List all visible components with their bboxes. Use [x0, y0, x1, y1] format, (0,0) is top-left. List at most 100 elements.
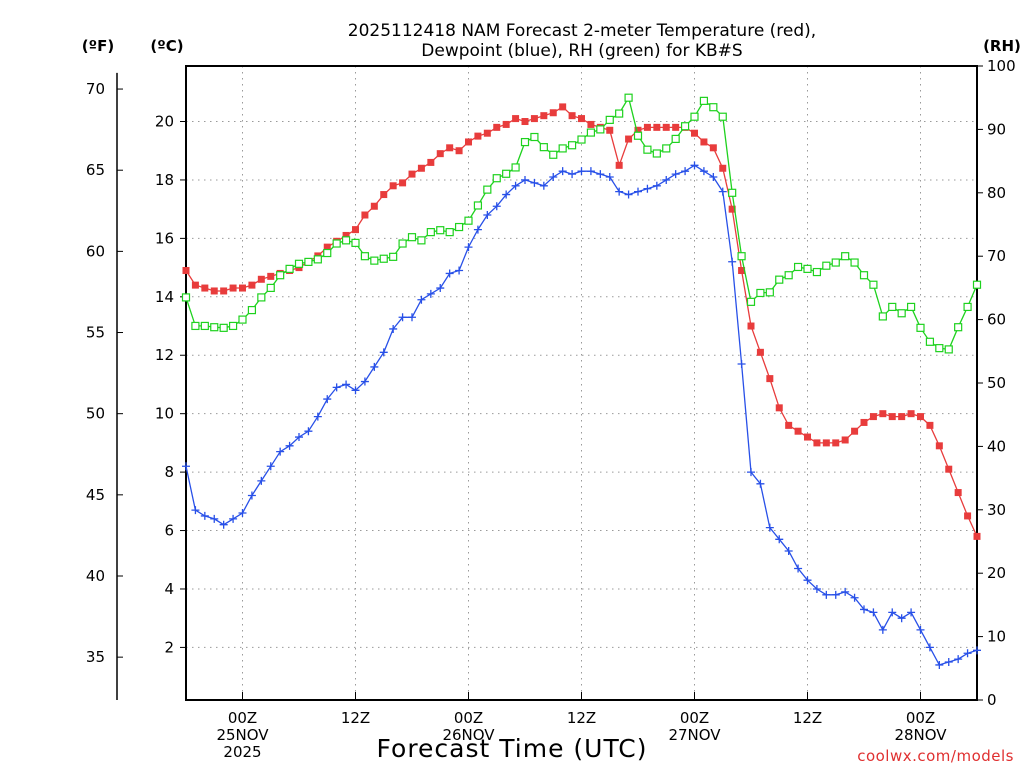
dewpoint-point — [389, 324, 398, 333]
dewpoint-point — [822, 590, 831, 599]
temperature-point — [879, 410, 887, 418]
dewpoint-point — [360, 377, 369, 386]
rh-point — [407, 233, 417, 242]
time-tick-label: 28NOV — [894, 726, 947, 744]
dewpoint-point — [784, 546, 793, 555]
dewpoint-point — [210, 514, 219, 523]
series-plus — [182, 161, 981, 669]
time-tick-label: 27NOV — [668, 726, 721, 744]
temperature-point — [191, 281, 199, 289]
temperature-point — [427, 158, 435, 166]
rh-point — [304, 257, 313, 267]
dewpoint-point — [530, 178, 539, 187]
temperature-point — [229, 284, 237, 292]
rh-point — [567, 141, 577, 150]
rh-point — [228, 321, 238, 331]
dewpoint-point — [671, 170, 680, 179]
rh-point — [389, 252, 398, 261]
rh-point — [370, 256, 379, 265]
rh-point — [586, 128, 596, 137]
rh-point — [916, 323, 925, 332]
rh-point — [643, 145, 652, 154]
rh-point — [925, 337, 935, 346]
dewpoint-point — [200, 511, 209, 520]
dewpoint-point — [464, 243, 473, 252]
rh-tick-label: 20 — [987, 564, 1006, 582]
credit-text: coolwx.com/models — [857, 747, 1014, 765]
temperature-point — [417, 164, 425, 172]
temperature-point — [408, 170, 416, 178]
dewpoint-point — [681, 167, 690, 176]
temperature-point — [248, 281, 256, 289]
dewpoint-point — [728, 257, 737, 266]
temperature-point — [662, 123, 670, 131]
temperature-point — [766, 375, 774, 383]
rh-tick-label: 10 — [987, 628, 1006, 646]
dewpoint-point — [756, 479, 765, 488]
dewpoint-point — [690, 161, 699, 170]
fahrenheit-tick-label: 70 — [86, 80, 105, 98]
rh-point — [313, 255, 322, 264]
fahrenheit-tick-label: 40 — [86, 567, 105, 585]
dewpoint-point — [831, 590, 840, 599]
rh-point — [549, 150, 558, 159]
fahrenheit-tick-label: 50 — [86, 405, 105, 423]
rh-point — [417, 236, 426, 245]
dewpoint-point — [963, 649, 972, 658]
chart-title-line-2: Dewpoint (blue), RH (green) for KB#S — [421, 41, 742, 61]
rh-point — [351, 238, 360, 247]
temperature-point — [615, 161, 623, 169]
rh-point — [492, 174, 501, 183]
axes: 2 4 6 8 10 12 14 16 18 20 35 40 45 50 55 60 65 70 0 10 20 30 4… — [86, 57, 1016, 761]
temperature-point — [869, 413, 877, 421]
rh-point — [737, 252, 746, 261]
rh-point — [200, 321, 209, 331]
dewpoint-point — [624, 190, 633, 199]
temperature-point — [323, 243, 331, 251]
rh-point — [944, 345, 953, 354]
dewpoint-point — [238, 509, 247, 518]
dewpoint-point — [313, 412, 322, 421]
dewpoint-point — [483, 211, 492, 220]
temperature-point — [455, 147, 463, 155]
temperature-point — [578, 115, 585, 123]
temperature-point — [465, 138, 472, 146]
temperature-point — [775, 404, 783, 412]
rh-tick-label: 40 — [987, 437, 1006, 455]
dewpoint-point — [370, 362, 379, 371]
dewpoint-point — [596, 170, 605, 179]
dewpoint-point — [379, 348, 388, 357]
temperature-point — [239, 284, 246, 292]
celsius-tick-label: 8 — [164, 463, 174, 481]
rh-point — [869, 280, 878, 289]
temperature-point — [389, 182, 397, 190]
rh-tick-label: 60 — [987, 311, 1006, 329]
rh-point — [888, 302, 897, 312]
dewpoint-point — [973, 646, 981, 655]
rh-point — [181, 293, 191, 302]
rh-point — [511, 163, 520, 172]
dewpoint-point — [426, 289, 435, 298]
dewpoint-point — [351, 386, 360, 395]
rh-point — [530, 132, 539, 142]
dewpoint-point — [794, 564, 803, 573]
dewpoint-point — [747, 468, 755, 477]
temperature-point — [540, 112, 548, 120]
dewpoint-point — [304, 427, 313, 436]
rh-point — [906, 302, 916, 312]
dewpoint-point — [775, 535, 784, 544]
rh-point — [859, 271, 869, 280]
rh-point — [294, 259, 304, 268]
dewpoint-point — [577, 167, 586, 176]
rh-point — [662, 144, 671, 153]
dewpoint-point — [605, 173, 614, 182]
time-tick-label: 26NOV — [442, 726, 495, 744]
temperature-point — [257, 275, 265, 283]
temperature-point — [747, 322, 755, 330]
rh-point — [596, 125, 605, 134]
dewpoint-point — [888, 608, 897, 617]
rh-point — [483, 185, 492, 194]
temperature-point — [954, 489, 962, 497]
temperature-point — [559, 103, 567, 111]
rh-point — [539, 143, 548, 152]
